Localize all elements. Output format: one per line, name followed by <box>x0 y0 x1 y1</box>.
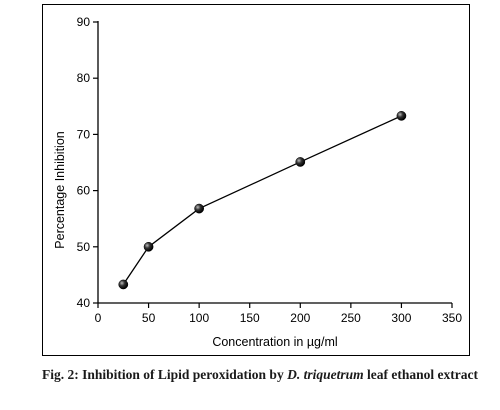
axes-group: 40 50 60 70 80 90 0 50 100 150 200 250 300 350 <box>77 15 463 325</box>
caption-prefix: Fig. 2: Inhibition of Lipid peroxidation… <box>42 367 288 382</box>
x-tick-label: 0 <box>95 311 102 325</box>
y-tick-label: 80 <box>77 71 91 85</box>
caption-suffix: leaf ethanol extract <box>363 367 478 382</box>
data-point <box>295 157 306 167</box>
series-line <box>122 115 402 285</box>
data-point <box>143 241 154 252</box>
caption-species: D. triquetrum <box>287 367 364 382</box>
series-group <box>118 111 407 290</box>
figure-caption: Fig. 2: Inhibition of Lipid peroxidation… <box>42 366 498 383</box>
y-tick-label: 60 <box>77 184 91 198</box>
data-point <box>118 279 129 290</box>
data-point <box>194 203 204 214</box>
x-axis-label: Concentration in µg/ml <box>212 335 337 349</box>
y-axis-label: Percentage Inhibition <box>53 131 67 248</box>
x-tick-label: 100 <box>189 311 209 325</box>
lipid-peroxidation-chart: 40 50 60 70 80 90 0 50 100 150 200 250 300 350 Percen… <box>53 15 463 349</box>
data-point <box>396 111 407 121</box>
figure-frame <box>42 4 470 356</box>
y-tick-label: 70 <box>77 127 91 141</box>
x-tick-label: 350 <box>442 311 462 325</box>
x-tick-label: 300 <box>391 311 411 325</box>
x-tick-label: 250 <box>341 311 361 325</box>
y-tick-label: 50 <box>77 240 91 254</box>
y-tick-label: 90 <box>77 15 91 29</box>
x-tick-label: 150 <box>240 311 260 325</box>
x-tick-label: 200 <box>290 311 310 325</box>
x-tick-label: 50 <box>142 311 156 325</box>
y-tick-label: 40 <box>77 296 91 310</box>
